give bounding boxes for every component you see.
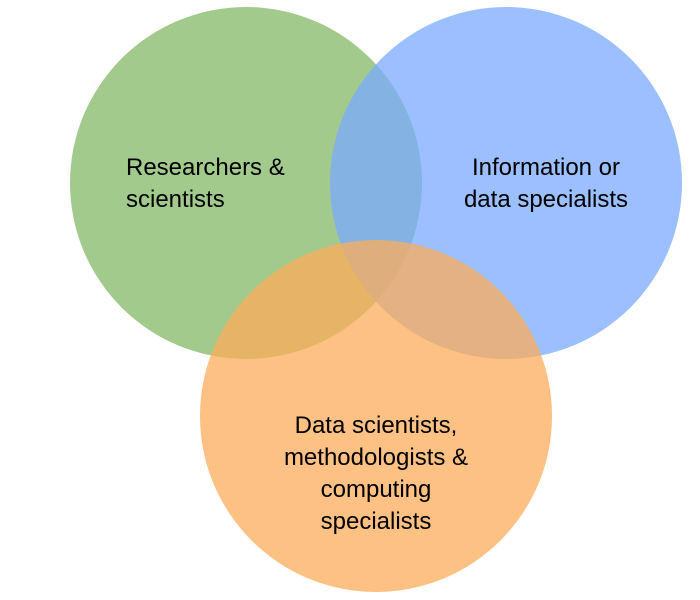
data-scientists-label-line-1: Data scientists, [294, 412, 458, 439]
data-scientists-label: Data scientists, methodologists & comput… [266, 410, 486, 538]
data-scientists-circle [200, 240, 552, 592]
data-scientists-label-line-3: computing [320, 476, 432, 503]
researchers-label-line-2: scientists [126, 186, 225, 213]
data-scientists-label-line-4: specialists [320, 508, 432, 535]
information-specialists-label-line-2: data specialists [463, 186, 629, 213]
data-scientists-label-line-2: methodologists & [283, 444, 469, 471]
researchers-label: Researchers & scientists [126, 152, 285, 216]
researchers-label-line-1: Researchers & [126, 154, 285, 181]
information-specialists-label-line-1: Information or [471, 154, 621, 181]
information-specialists-label: Information or data specialists [436, 152, 656, 216]
